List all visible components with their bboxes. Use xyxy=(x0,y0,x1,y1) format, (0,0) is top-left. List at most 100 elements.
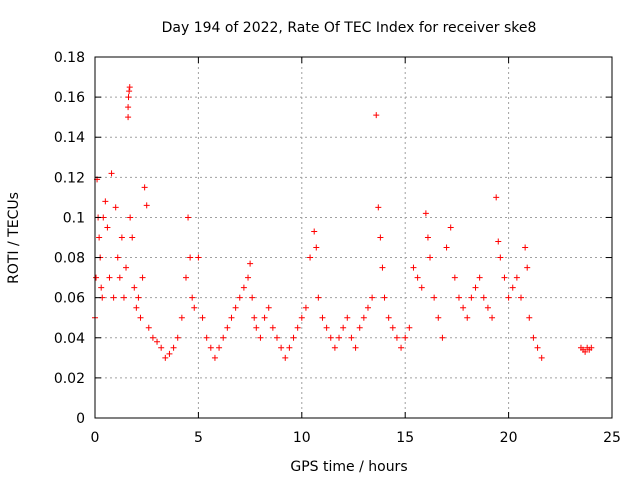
data-point xyxy=(178,314,185,321)
data-point xyxy=(389,324,396,331)
data-point xyxy=(170,344,177,351)
data-point xyxy=(269,324,276,331)
data-point xyxy=(131,284,138,291)
data-point xyxy=(298,314,305,321)
data-point xyxy=(480,294,487,301)
x-tick-label: 0 xyxy=(91,430,100,446)
data-point xyxy=(278,344,285,351)
data-point xyxy=(195,254,202,261)
data-point xyxy=(145,324,152,331)
x-axis-label: GPS time / hours xyxy=(290,459,407,475)
data-point xyxy=(240,284,247,291)
data-point xyxy=(509,284,516,291)
gridlines xyxy=(95,57,612,418)
data-point xyxy=(257,334,264,341)
y-tick-label: 0.12 xyxy=(54,170,85,186)
data-point xyxy=(464,314,471,321)
data-point xyxy=(369,294,376,301)
data-point xyxy=(385,314,392,321)
data-point xyxy=(125,114,132,121)
data-point xyxy=(327,334,334,341)
data-point xyxy=(352,344,359,351)
data-point xyxy=(331,344,338,351)
data-point xyxy=(245,274,252,281)
data-point xyxy=(247,260,254,267)
data-point xyxy=(104,224,111,231)
data-point xyxy=(191,304,198,311)
data-point xyxy=(189,294,196,301)
data-point xyxy=(127,214,134,221)
data-point xyxy=(98,284,105,291)
data-point xyxy=(406,324,413,331)
data-point xyxy=(336,334,343,341)
data-point xyxy=(484,304,491,311)
data-point xyxy=(443,244,450,251)
data-point xyxy=(251,314,258,321)
data-point xyxy=(166,350,173,357)
data-point xyxy=(360,314,367,321)
data-point xyxy=(232,304,239,311)
data-point xyxy=(114,254,121,261)
data-point xyxy=(211,354,218,361)
data-point xyxy=(143,202,150,209)
data-point xyxy=(249,294,256,301)
data-point xyxy=(112,204,119,211)
data-point xyxy=(582,348,589,355)
data-point xyxy=(495,238,502,245)
data-point xyxy=(344,314,351,321)
data-point xyxy=(402,334,409,341)
data-point xyxy=(410,264,417,271)
data-point xyxy=(133,304,140,311)
data-point xyxy=(381,294,388,301)
data-point xyxy=(447,224,454,231)
data-point xyxy=(162,354,169,361)
data-point xyxy=(110,294,117,301)
x-tick-label: 10 xyxy=(293,430,311,446)
data-point xyxy=(375,204,382,211)
y-tick-label: 0.1 xyxy=(63,210,85,226)
data-point xyxy=(418,284,425,291)
data-point xyxy=(311,228,318,235)
data-point xyxy=(524,264,531,271)
data-point xyxy=(261,314,268,321)
x-tick-label: 5 xyxy=(194,430,203,446)
data-point xyxy=(422,210,429,217)
data-point xyxy=(439,334,446,341)
data-point xyxy=(93,274,100,281)
data-point xyxy=(435,314,442,321)
data-point xyxy=(497,254,504,261)
data-point xyxy=(460,304,467,311)
data-point xyxy=(323,324,330,331)
data-point xyxy=(203,334,210,341)
data-point xyxy=(468,294,475,301)
data-point xyxy=(302,304,309,311)
data-point xyxy=(282,354,289,361)
data-point xyxy=(125,94,132,101)
y-tick-label: 0 xyxy=(76,411,85,427)
axis-ticks xyxy=(94,56,613,419)
data-point xyxy=(377,234,384,241)
data-point xyxy=(129,234,136,241)
y-tick-label: 0.06 xyxy=(54,291,85,307)
data-point xyxy=(106,274,113,281)
data-point xyxy=(126,84,133,91)
y-tick-labels: 0 0.02 0.04 0.06 0.08 0.1 0.12 0.14 0.16 0.18 xyxy=(54,50,85,427)
data-point xyxy=(187,254,194,261)
data-point xyxy=(174,334,181,341)
data-point xyxy=(120,294,127,301)
data-point xyxy=(513,274,520,281)
data-point xyxy=(348,334,355,341)
data-point xyxy=(273,334,280,341)
data-point xyxy=(290,334,297,341)
data-point xyxy=(118,234,125,241)
x-tick-label: 20 xyxy=(500,430,518,446)
data-point xyxy=(216,344,223,351)
data-point xyxy=(522,244,529,251)
data-point xyxy=(534,344,541,351)
data-point xyxy=(505,294,512,301)
data-point xyxy=(96,234,103,241)
data-point xyxy=(319,314,326,321)
y-tick-label: 0.16 xyxy=(54,90,85,106)
data-point xyxy=(307,254,314,261)
